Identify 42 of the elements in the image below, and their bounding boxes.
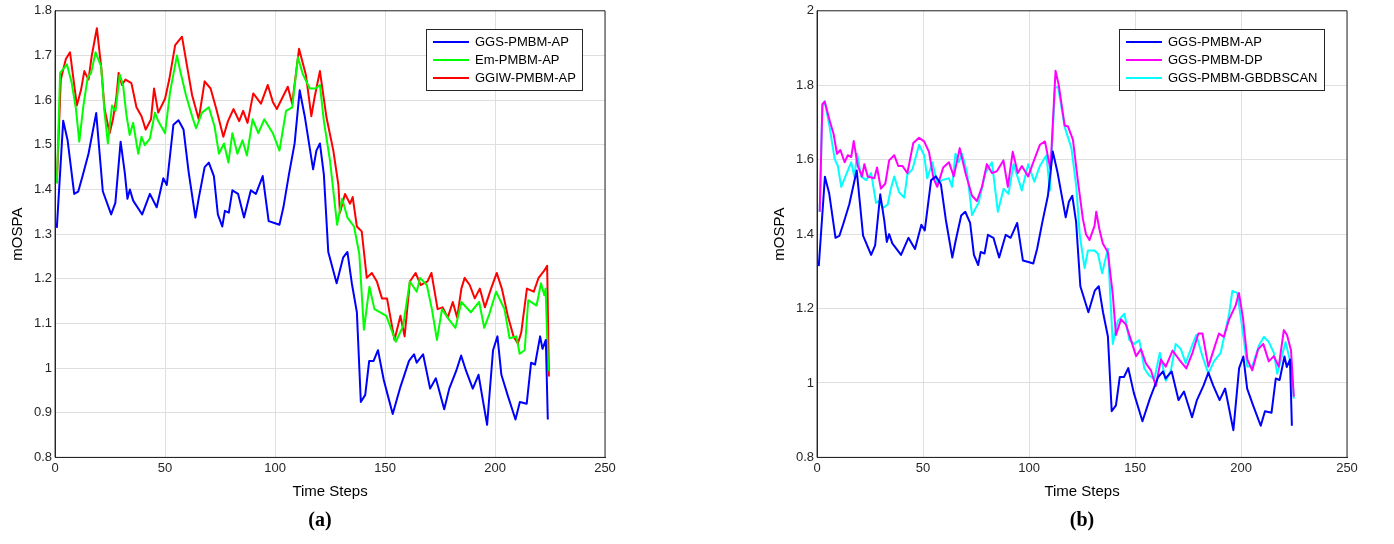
x-tick-label: 50: [915, 459, 931, 475]
text: (b): [1068, 508, 1096, 531]
legend-label: GGS-PMBM-GBDBSCAN: [1168, 69, 1318, 85]
y-tick-label: 1.2: [33, 270, 53, 286]
x-axis-title: Time Steps: [1044, 482, 1120, 500]
y-tick-label: 1.2: [795, 300, 815, 316]
x-tick-label: 0: [51, 459, 59, 475]
x-tick-label: 150: [374, 459, 396, 475]
legend-label: GGS-PMBM-AP: [475, 33, 569, 49]
y-tick-label: 1: [44, 359, 53, 375]
x-tick-label: 100: [264, 459, 286, 475]
y-tick-label: 1.6: [33, 91, 53, 107]
y-tick-label: 0.8: [33, 448, 53, 464]
x-tick-label: 0: [813, 459, 821, 475]
x-axis-title: Time Steps: [292, 482, 368, 500]
y-tick-label: 1.8: [795, 76, 815, 92]
y-tick-label: 1.6: [795, 151, 815, 167]
text: (a): [307, 508, 333, 531]
x-tick-label: 200: [1230, 459, 1252, 475]
y-tick-label: 1.7: [33, 47, 53, 63]
x-tick-label: 250: [1336, 459, 1358, 475]
y-tick-label: 0.8: [795, 448, 815, 464]
y-tick-label: 1.3: [33, 225, 53, 241]
y-tick-label: 1.8: [33, 2, 53, 18]
legend-label: Em-PMBM-AP: [475, 51, 560, 67]
x-tick-label: 150: [1124, 459, 1146, 475]
y-tick-label: 1.1: [33, 315, 53, 330]
y-tick-label: 1.4: [795, 225, 815, 241]
y-tick-label: 0.9: [33, 404, 53, 420]
y-tick-label: 2: [806, 2, 815, 18]
y-tick-label: 1: [806, 374, 815, 390]
y-axis-title: mOSPA: [8, 207, 26, 261]
legend-label: GGS-PMBM-DP: [1168, 51, 1263, 67]
y-axis-title: mOSPA: [770, 207, 788, 261]
x-tick-label: 250: [594, 459, 616, 475]
legend-label: GGIW-PMBM-AP: [475, 69, 576, 85]
y-tick-label: 1.5: [33, 136, 53, 152]
x-tick-label: 100: [1018, 459, 1040, 475]
legend-label: GGS-PMBM-AP: [1168, 33, 1262, 49]
x-tick-label: 50: [157, 459, 173, 475]
x-tick-label: 200: [484, 459, 506, 475]
y-tick-label: 1.4: [33, 181, 53, 197]
